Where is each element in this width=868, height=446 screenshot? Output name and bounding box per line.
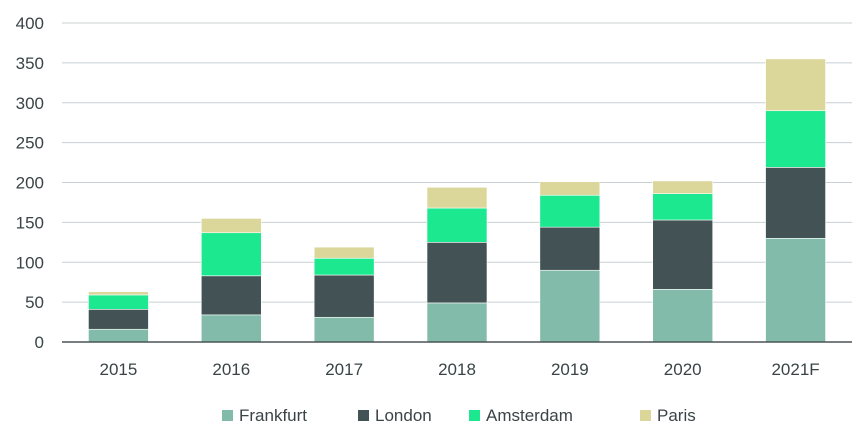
x-tick-label: 2020 bbox=[664, 360, 702, 379]
y-tick-label: 350 bbox=[16, 54, 44, 73]
bar-london-2018 bbox=[426, 242, 488, 304]
legend-swatch-amsterdam bbox=[469, 410, 480, 421]
bar-paris-2015 bbox=[88, 291, 149, 296]
bar-amsterdam-2017 bbox=[313, 257, 375, 276]
bar-london-2020 bbox=[652, 219, 714, 290]
bar-amsterdam-2015 bbox=[88, 294, 149, 310]
bar-frankfurt-2020 bbox=[652, 289, 714, 343]
legend: Frankfurt London Amsterdam Paris bbox=[222, 406, 696, 425]
bar-frankfurt-2017 bbox=[313, 316, 375, 343]
bar-frankfurt-2018 bbox=[426, 302, 488, 343]
y-tick-label: 300 bbox=[16, 94, 44, 113]
bar-frankfurt-2019 bbox=[539, 269, 601, 343]
bar-paris-2018 bbox=[426, 186, 488, 209]
legend-swatch-london bbox=[358, 410, 369, 421]
legend-swatch-frankfurt bbox=[222, 410, 233, 421]
y-tick-label: 250 bbox=[16, 134, 44, 153]
bar-frankfurt-2016 bbox=[200, 314, 262, 343]
legend-label-amsterdam: Amsterdam bbox=[486, 406, 573, 425]
legend-label-paris: Paris bbox=[657, 406, 696, 425]
bar-paris-2021F bbox=[765, 58, 826, 112]
bar-paris-2019 bbox=[539, 181, 601, 196]
bar-paris-2017 bbox=[313, 246, 375, 259]
y-axis-ticks: 0 50 100 150 200 250 300 350 400 bbox=[16, 14, 44, 352]
bar-london-2019 bbox=[539, 226, 601, 271]
bar-london-2021F bbox=[765, 167, 826, 239]
legend-label-frankfurt: Frankfurt bbox=[239, 406, 307, 425]
y-tick-label: 100 bbox=[16, 253, 44, 272]
bar-amsterdam-2021F bbox=[765, 110, 826, 168]
bar-amsterdam-2020 bbox=[652, 193, 714, 221]
x-tick-label: 2015 bbox=[100, 360, 138, 379]
bar-london-2016 bbox=[200, 275, 262, 316]
bar-paris-2020 bbox=[652, 180, 714, 194]
y-tick-label: 150 bbox=[16, 213, 44, 232]
x-axis-ticks: 2015 2016 2017 2018 2019 2020 2021F bbox=[100, 360, 820, 379]
bar-amsterdam-2019 bbox=[539, 194, 601, 228]
bar-paris-2016 bbox=[200, 218, 262, 234]
x-tick-label: 2017 bbox=[325, 360, 363, 379]
bars bbox=[88, 58, 826, 343]
y-tick-label: 50 bbox=[25, 293, 44, 312]
bar-amsterdam-2016 bbox=[200, 232, 262, 277]
bar-frankfurt-2015 bbox=[88, 328, 149, 343]
bar-frankfurt-2021F bbox=[765, 238, 826, 343]
bar-amsterdam-2018 bbox=[426, 207, 488, 243]
legend-label-london: London bbox=[375, 406, 432, 425]
y-tick-label: 200 bbox=[16, 174, 44, 193]
x-tick-label: 2016 bbox=[212, 360, 250, 379]
y-tick-label: 400 bbox=[16, 14, 44, 33]
x-tick-label: 2021F bbox=[771, 360, 819, 379]
x-tick-label: 2018 bbox=[438, 360, 476, 379]
x-tick-label: 2019 bbox=[551, 360, 589, 379]
y-tick-label: 0 bbox=[35, 333, 44, 352]
bar-london-2015 bbox=[88, 309, 149, 330]
legend-swatch-paris bbox=[640, 410, 651, 421]
bar-london-2017 bbox=[313, 274, 375, 318]
